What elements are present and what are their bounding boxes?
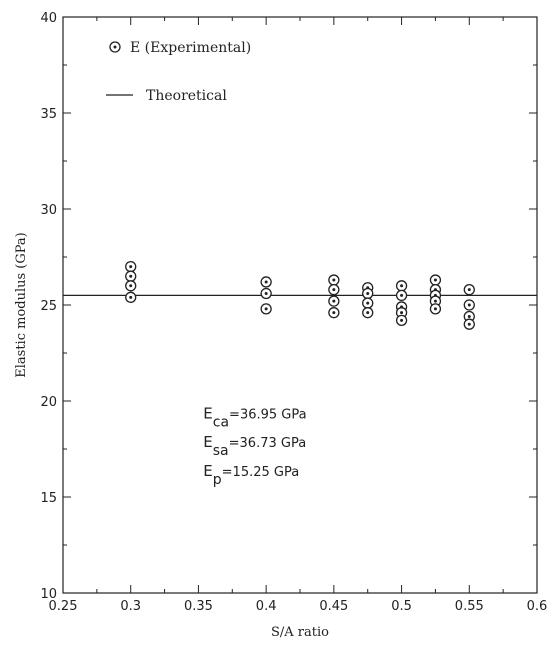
data-point-dot [400,318,404,322]
annotation-value: =36.95 GPa [229,407,307,422]
annotation-subscript: sa [213,443,229,459]
annotation-sa: Esa=36.73 GPa [203,433,306,459]
data-point [362,307,374,319]
data-point-dot [264,280,268,284]
data-point-dot [400,284,404,288]
data-point-dot [433,299,437,303]
y-tick-label: 10 [40,587,57,602]
annotation-subscript: ca [213,414,229,430]
x-tick-label: 0.6 [527,599,548,614]
data-point-dot [129,284,133,288]
data-point [125,280,137,292]
data-point [125,291,137,303]
y-tick-label: 40 [40,11,57,26]
annotation-symbol: E [203,433,212,451]
annotation-symbol: E [203,404,212,422]
data-point [328,295,340,307]
data-point [328,274,340,286]
data-point-dot [433,278,437,282]
y-tick-label: 35 [40,107,57,122]
y-tick-label: 20 [40,395,57,410]
data-point-dot [332,278,336,282]
data-point-dot [366,291,370,295]
annotation-p: Ep=15.25 GPa [203,462,299,488]
data-point-dot [332,299,336,303]
data-point [125,270,137,282]
data-point-dot [467,315,471,319]
data-point-dot [467,288,471,292]
x-tick-label: 0.55 [455,599,484,614]
x-tick-label: 0.5 [391,599,412,614]
data-point-dot [332,311,336,315]
data-point-dot [400,293,404,297]
data-point [463,318,475,330]
x-axis-title: S/A ratio [271,625,329,640]
experimental-points [125,260,475,330]
x-tick-label: 0.4 [256,599,277,614]
legend-point [109,41,121,53]
data-point-dot [264,307,268,311]
data-point [260,303,272,315]
data-point-dot [129,274,133,278]
data-point [395,314,408,327]
data-point [260,276,272,288]
data-point [429,274,442,286]
annotation-ca: Eca=36.95 GPa [203,404,306,430]
data-point-dot [129,265,133,269]
y-axis-title: Elastic modulus (GPa) [14,232,29,378]
data-point-dot [264,291,268,295]
data-point [328,307,340,319]
legend-point-dot [113,45,117,49]
data-point [362,287,374,300]
legend-label-experimental: E (Experimental) [130,40,251,56]
legend-marker-experimental [109,41,121,53]
data-point [395,280,408,292]
data-point [125,260,137,273]
annotation-value: =15.25 GPa [222,465,300,480]
x-tick-label: 0.45 [319,599,348,614]
x-tick-label: 0.3 [120,599,141,614]
x-tick-label: 0.25 [49,599,78,614]
data-point [429,303,442,315]
y-tick-label: 15 [40,491,57,506]
data-point [362,297,374,309]
data-point [260,287,272,300]
data-point-dot [366,311,370,315]
legend: E (Experimental) Theoretical [106,40,251,104]
x-tick-label: 0.35 [184,599,213,614]
data-point-dot [332,288,336,292]
data-point [328,283,340,296]
data-point-dot [433,307,437,311]
y-axis-ticks: 10 15 20 25 30 35 40 [40,11,537,602]
data-point [463,299,475,311]
data-point [463,283,475,296]
data-point [395,289,408,302]
data-point-dot [366,301,370,305]
legend-label-theoretical: Theoretical [146,88,227,104]
y-tick-label: 30 [40,203,57,218]
annotation-symbol: E [203,462,212,480]
annotation-subscript: p [213,472,222,488]
data-point-dot [129,295,133,299]
data-point-dot [467,303,471,307]
data-point-dot [467,322,471,326]
x-axis-ticks: 0.25 0.3 0.35 0.4 0.45 0.5 0.55 0.6 [49,17,548,614]
y-tick-label: 25 [40,299,57,314]
data-point-dot [400,311,404,315]
annotation-value: =36.73 GPa [229,436,307,451]
